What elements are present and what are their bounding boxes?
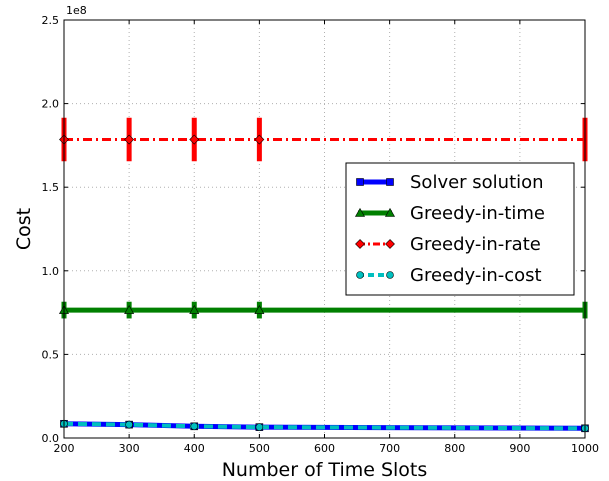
legend-item: Greedy-in-time bbox=[354, 203, 545, 224]
data-point bbox=[190, 422, 199, 431]
legend-marker bbox=[384, 207, 396, 217]
y-axis-label: Cost bbox=[13, 208, 35, 250]
x-tick-label: 700 bbox=[379, 442, 400, 455]
y-tick-label: 0.0 bbox=[42, 432, 60, 445]
legend-label: Greedy-in-cost bbox=[410, 265, 542, 286]
data-point bbox=[255, 423, 264, 431]
legend: Solver solution Greedy-in-time Greedy-in-r… bbox=[345, 162, 575, 296]
y-tick-label: 0.5 bbox=[42, 348, 60, 361]
y-tick-label: 1.5 bbox=[42, 181, 60, 194]
legend-item: Greedy-in-rate bbox=[355, 234, 541, 255]
series-greedy-in-time bbox=[58, 301, 588, 319]
data-point bbox=[189, 304, 200, 314]
ticks: 200 300 400 500 600 700 800 900 1000 0.0 0.5 1.0 1.5… bbox=[42, 14, 600, 455]
legend-marker bbox=[386, 178, 394, 186]
y-tick-label: 1.0 bbox=[42, 265, 60, 278]
data-point bbox=[254, 304, 265, 314]
legend-marker bbox=[355, 239, 365, 249]
y-tick-label: 2.5 bbox=[42, 14, 60, 27]
legend-item: Solver solution bbox=[356, 172, 544, 193]
legend-marker bbox=[354, 207, 366, 217]
y-tick-label: 2.0 bbox=[42, 98, 60, 111]
legend-item: Greedy-in-cost bbox=[356, 265, 542, 286]
data-point bbox=[124, 304, 135, 314]
data-point bbox=[189, 134, 200, 145]
data-point bbox=[254, 134, 265, 145]
y-scale-note: 1e8 bbox=[66, 4, 87, 17]
x-tick-label: 1000 bbox=[571, 442, 599, 455]
x-tick-label: 900 bbox=[509, 442, 530, 455]
x-axis-label: Number of Time Slots bbox=[222, 459, 428, 481]
legend-marker bbox=[386, 271, 394, 279]
legend-label: Greedy-in-time bbox=[410, 203, 545, 224]
legend-label: Greedy-in-rate bbox=[410, 234, 541, 255]
data-point bbox=[125, 420, 133, 429]
legend-marker bbox=[356, 271, 364, 279]
x-tick-label: 800 bbox=[444, 442, 465, 455]
legend-marker bbox=[356, 178, 364, 186]
x-tick-label: 400 bbox=[184, 442, 205, 455]
series-greedy-in-rate bbox=[59, 117, 588, 162]
legend-marker bbox=[385, 239, 395, 249]
x-tick-label: 300 bbox=[119, 442, 140, 455]
data-point bbox=[124, 134, 135, 145]
legend-label: Solver solution bbox=[410, 172, 544, 193]
x-tick-label: 200 bbox=[54, 442, 75, 455]
x-tick-label: 500 bbox=[249, 442, 270, 455]
x-tick-label: 600 bbox=[314, 442, 335, 455]
